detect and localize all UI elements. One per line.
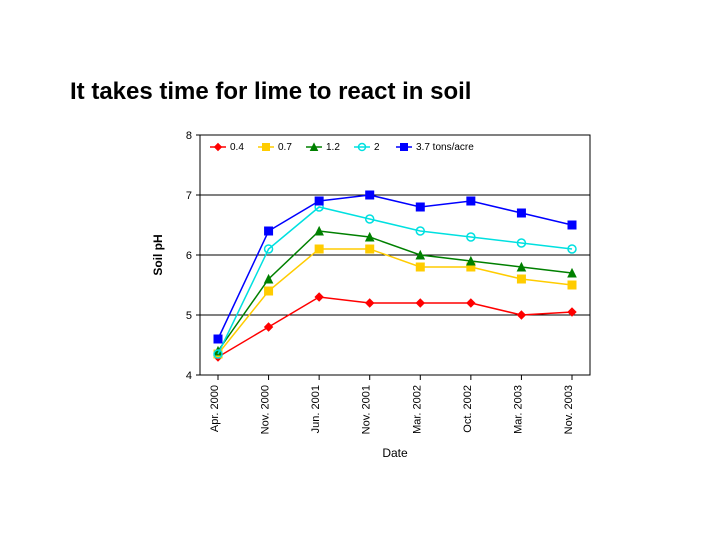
svg-text:Nov. 2001: Nov. 2001 [361,385,373,434]
svg-text:Jun. 2001: Jun. 2001 [310,385,322,433]
svg-text:8: 8 [186,130,192,142]
chart-svg: 4 5 6 7 8 Soil pH Apr. 2000 Nov. 2000 Jun. 2001 N… [140,125,600,485]
svg-text:Soil pH: Soil pH [151,234,165,275]
svg-text:Mar. 2003: Mar. 2003 [512,385,524,434]
slide: It takes time for lime to react in soil … [0,0,720,540]
svg-text:7: 7 [186,190,192,202]
svg-text:5: 5 [186,310,192,322]
svg-text:6: 6 [186,250,192,262]
svg-text:0.7: 0.7 [278,142,292,153]
svg-text:Oct. 2002: Oct. 2002 [462,385,474,433]
soil-ph-chart: 4 5 6 7 8 Soil pH Apr. 2000 Nov. 2000 Jun. 2001 N… [140,125,600,485]
svg-text:Apr. 2000: Apr. 2000 [209,385,221,432]
svg-text:4: 4 [186,370,192,382]
svg-text:Nov. 2000: Nov. 2000 [260,385,272,434]
svg-text:0.4: 0.4 [230,142,244,153]
svg-text:Date: Date [382,446,408,460]
svg-text:2: 2 [374,142,380,153]
svg-text:3.7 tons/acre: 3.7 tons/acre [416,142,474,153]
slide-title: It takes time for lime to react in soil [70,78,471,106]
svg-text:1.2: 1.2 [326,142,340,153]
svg-text:Nov. 2003: Nov. 2003 [563,385,575,434]
svg-text:Mar. 2002: Mar. 2002 [411,385,423,434]
